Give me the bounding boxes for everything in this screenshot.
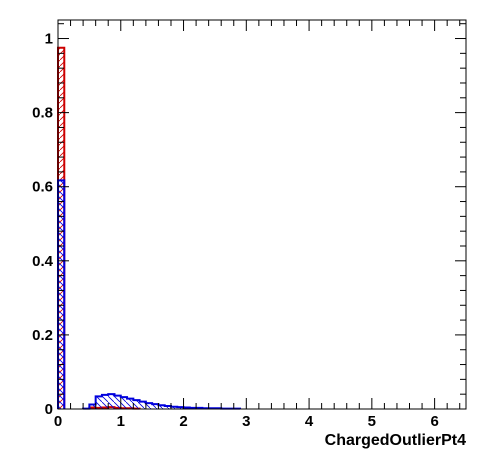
y-tick-label: 1 [45, 31, 53, 48]
plot-area-border [57, 19, 467, 410]
bar-series1-bin13 [158, 405, 165, 409]
bar-series1-bin5 [108, 394, 115, 409]
bar-series1-bin3 [95, 396, 102, 409]
bar-series1-bin6 [114, 395, 121, 409]
bar-series1-bin14 [164, 406, 171, 409]
y-tick-label: 0.6 [32, 179, 53, 196]
bar-series1-bin10 [139, 401, 146, 409]
y-tick-label: 0.2 [32, 327, 53, 344]
bar-series1-bin12 [152, 404, 159, 409]
y-tick-label: 0 [45, 401, 53, 418]
y-tick-label: 0.4 [32, 253, 54, 270]
x-tick-label: 5 [368, 413, 376, 430]
plot-frame [57, 19, 467, 410]
bar-series1-bin2 [89, 404, 96, 409]
x-tick-label: 0 [54, 413, 62, 430]
bar-series1-bin11 [145, 403, 153, 409]
x-axis-title: ChargedOutlierPt4 [325, 432, 466, 449]
x-tick-label: 4 [305, 413, 314, 430]
bar-series1-bin7 [120, 397, 128, 409]
x-tick-label: 3 [242, 413, 250, 430]
bar-series1-bin15 [170, 406, 178, 409]
x-tick-label: 6 [430, 413, 438, 430]
x-ticks: 0 1 2 3 4 5 6 [54, 20, 461, 430]
bar-series1-bin4 [101, 394, 109, 409]
y-tick-label: 0.8 [32, 105, 53, 122]
x-tick-label: 1 [117, 413, 125, 430]
y-ticks: 0 0.2 0.4 0.6 0.8 1 [32, 23, 466, 418]
bar-series1-bin9 [133, 400, 140, 409]
bar-series1-bin0 [58, 180, 65, 409]
bar-series1-bin8 [127, 398, 134, 409]
x-tick-label: 2 [179, 413, 187, 430]
